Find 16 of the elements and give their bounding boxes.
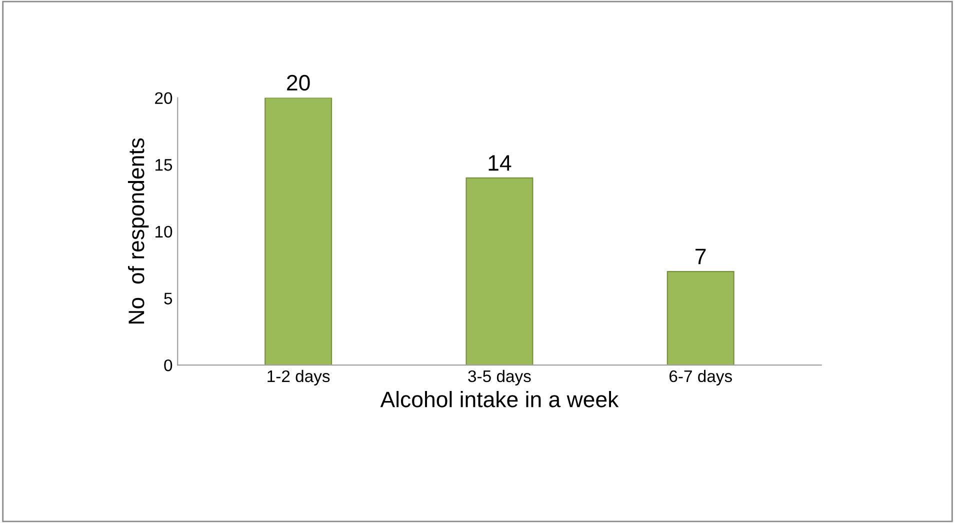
bar <box>264 98 332 366</box>
x-axis-title: Alcohol intake in a week <box>380 391 619 408</box>
x-tick-label: 1-2 days <box>268 370 330 386</box>
data-label: 20 <box>287 74 310 91</box>
y-tick-label: 20 <box>155 92 172 104</box>
bar <box>466 177 534 366</box>
y-tick-label: 5 <box>164 292 172 304</box>
y-tick-label: 10 <box>156 226 172 238</box>
data-label: 7 <box>696 248 706 264</box>
x-tick-label: 3-5 days <box>468 370 531 386</box>
y-tick-label: 0 <box>164 359 172 372</box>
y-tick-label: 15 <box>156 159 172 171</box>
bar <box>666 270 734 366</box>
data-label: 14 <box>488 155 512 171</box>
x-tick-label: 6-7 days <box>670 370 732 386</box>
y-axis-title: No of respondents <box>128 138 149 324</box>
